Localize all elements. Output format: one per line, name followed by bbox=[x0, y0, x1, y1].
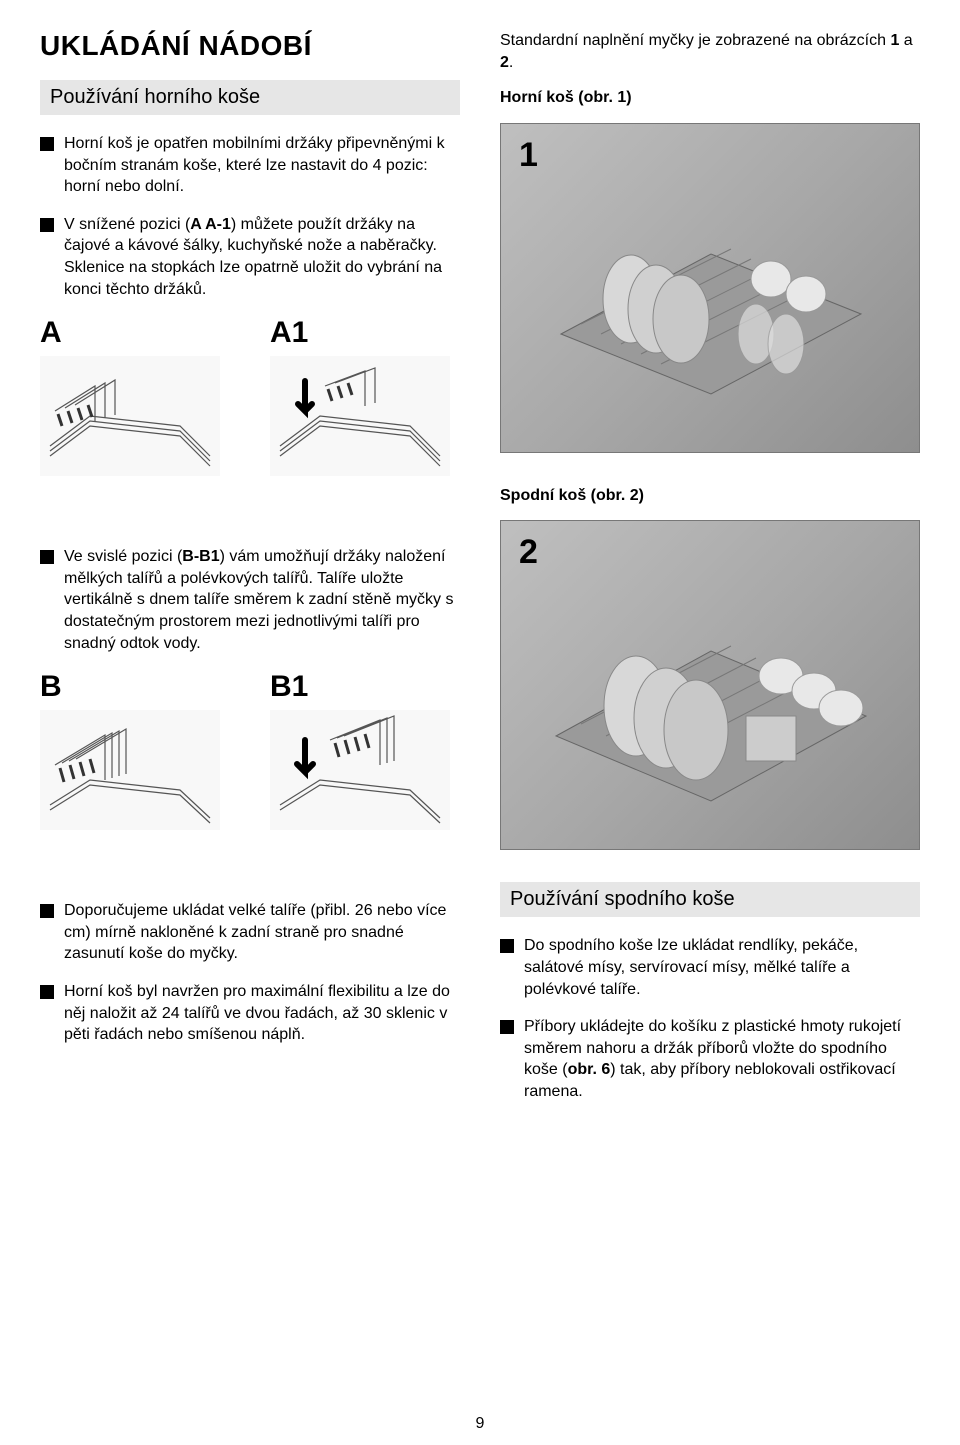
diagram-image-a bbox=[40, 356, 220, 476]
bullet-icon bbox=[40, 550, 54, 564]
bullet-icon bbox=[500, 939, 514, 953]
photo-number-2: 2 bbox=[519, 533, 538, 572]
basket-illustration-2 bbox=[501, 521, 921, 851]
list-item: Horní koš je opatřen mobilními držáky př… bbox=[40, 133, 460, 198]
intro-text: Standardní naplnění myčky je zobrazené n… bbox=[500, 30, 920, 73]
bullet-icon bbox=[500, 1020, 514, 1034]
diagram-image-a1 bbox=[270, 356, 450, 476]
bullet-text: Doporučujeme ukládat velké talíře (přibl… bbox=[64, 900, 460, 965]
right-column: Standardní naplnění myčky je zobrazené n… bbox=[500, 30, 920, 1119]
list-item: Do spodního koše lze ukládat rendlíky, p… bbox=[500, 935, 920, 1000]
list-item: V snížené pozici (A A-1) můžete použít d… bbox=[40, 214, 460, 300]
page-title: UKLÁDÁNÍ NÁDOBÍ bbox=[40, 30, 460, 62]
list-item: Ve svislé pozici (B-B1) vám umožňují drž… bbox=[40, 546, 460, 654]
list-item: Doporučujeme ukládat velké talíře (přibl… bbox=[40, 900, 460, 965]
bullet-text: Horní koš byl navržen pro maximální flex… bbox=[64, 981, 460, 1046]
section-heading-lower-basket: Používání spodního koše bbox=[500, 882, 920, 917]
diagram-image-b1 bbox=[270, 710, 450, 830]
photo-caption-1: Horní koš (obr. 1) bbox=[500, 87, 920, 109]
bullet-icon bbox=[40, 904, 54, 918]
diagram-row-a: A A1 bbox=[40, 316, 460, 476]
left-column: UKLÁDÁNÍ NÁDOBÍ Používání horního koše H… bbox=[40, 30, 460, 1119]
basket-illustration-1 bbox=[501, 124, 921, 454]
bullet-text: Do spodního koše lze ukládat rendlíky, p… bbox=[524, 935, 920, 1000]
diagram-a: A bbox=[40, 316, 230, 476]
bullet-text: Příbory ukládejte do košíku z plastické … bbox=[524, 1016, 920, 1102]
bullet-text: Horní koš je opatřen mobilními držáky př… bbox=[64, 133, 460, 198]
diagram-image-b bbox=[40, 710, 220, 830]
bullet-icon bbox=[40, 985, 54, 999]
diagram-label-b: B bbox=[40, 670, 230, 704]
diagram-row-b: B B1 bbox=[40, 670, 460, 830]
list-item: Příbory ukládejte do košíku z plastické … bbox=[500, 1016, 920, 1102]
diagram-a1: A1 bbox=[270, 316, 460, 476]
bullet-text: Ve svislé pozici (B-B1) vám umožňují drž… bbox=[64, 546, 460, 654]
photo-caption-2: Spodní koš (obr. 2) bbox=[500, 485, 920, 507]
diagram-label-a1: A1 bbox=[270, 316, 460, 350]
diagram-b: B bbox=[40, 670, 230, 830]
section-heading-upper-basket: Používání horního koše bbox=[40, 80, 460, 115]
diagram-b1: B1 bbox=[270, 670, 460, 830]
diagram-label-b1: B1 bbox=[270, 670, 460, 704]
list-item: Horní koš byl navržen pro maximální flex… bbox=[40, 981, 460, 1046]
page-number: 9 bbox=[476, 1415, 485, 1433]
photo-number-1: 1 bbox=[519, 136, 538, 175]
photo-lower-basket: 2 bbox=[500, 520, 920, 850]
diagram-label-a: A bbox=[40, 316, 230, 350]
bullet-icon bbox=[40, 218, 54, 232]
bullet-icon bbox=[40, 137, 54, 151]
photo-upper-basket: 1 bbox=[500, 123, 920, 453]
bullet-text: V snížené pozici (A A-1) můžete použít d… bbox=[64, 214, 460, 300]
